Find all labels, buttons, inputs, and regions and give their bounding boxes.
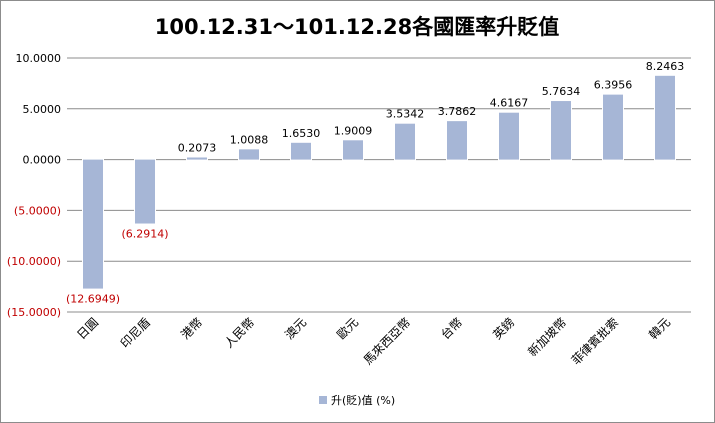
data-label: 1.9009 <box>334 124 373 137</box>
category-label: 澳元 <box>282 315 309 342</box>
data-label: 1.0088 <box>230 133 269 146</box>
y-tick-label: (15.0000) <box>7 306 61 319</box>
y-tick-label: (5.0000) <box>14 204 61 217</box>
category-label: 英鎊 <box>490 315 518 343</box>
x-axis-categories: 日圓 印尼盾 港幣 人民幣 澳元 歐元 馬來西亞幣 台幣 英鎊 新加坡幣 菲律賓批索 韓元 <box>74 315 673 368</box>
category-label: 人民幣 <box>222 315 257 350</box>
data-label: 4.6167 <box>490 97 529 110</box>
legend: 升(貶)值 (%) <box>319 394 395 407</box>
category-label: 菲律賓批索 <box>568 315 621 368</box>
bar <box>395 123 415 160</box>
data-labels: (12.6949) (6.2914) 0.2073 1.0088 1.6530 1.900… <box>66 60 684 306</box>
grid-layer <box>67 57 691 313</box>
y-tick-label: 5.0000 <box>23 103 62 116</box>
category-label: 韓元 <box>646 315 673 342</box>
bar <box>447 121 467 160</box>
bar <box>135 159 155 224</box>
bar <box>83 159 103 289</box>
bar <box>291 142 311 160</box>
bar <box>551 101 571 160</box>
bar <box>187 157 207 160</box>
data-label: 3.7862 <box>438 105 477 118</box>
data-label: 0.2073 <box>178 141 217 154</box>
bar <box>655 75 675 160</box>
legend-label: 升(貶)值 (%) <box>331 394 395 407</box>
category-label: 馬來西亞幣 <box>361 315 413 367</box>
data-label: 5.7634 <box>542 85 581 98</box>
category-label: 新加坡幣 <box>525 315 570 360</box>
y-tick-label: 10.0000 <box>16 52 62 65</box>
category-label: 港幣 <box>178 315 205 342</box>
data-label: 3.5342 <box>386 108 425 121</box>
y-axis-ticks: 10.0000 5.0000 0.0000 (5.0000) (10.0000) (15.… <box>7 52 61 319</box>
y-tick-label: 0.0000 <box>23 154 62 167</box>
data-label: (12.6949) <box>66 293 120 306</box>
data-label: (6.2914) <box>121 228 168 241</box>
bar-series <box>82 74 676 290</box>
legend-swatch <box>319 396 327 404</box>
bar <box>343 140 363 160</box>
bar <box>499 112 519 160</box>
data-label: 6.3956 <box>594 79 633 92</box>
data-label: 8.2463 <box>646 60 685 73</box>
category-label: 台幣 <box>438 315 466 343</box>
category-label: 印尼盾 <box>118 315 153 350</box>
chart-title: 100.12.31～101.12.28各國匯率升貶值 <box>155 15 559 39</box>
y-tick-label: (10.0000) <box>7 255 61 268</box>
category-label: 日圓 <box>74 315 101 342</box>
bar <box>603 94 623 160</box>
category-label: 歐元 <box>334 315 362 343</box>
data-label: 1.6530 <box>282 127 321 140</box>
bar <box>239 149 259 160</box>
